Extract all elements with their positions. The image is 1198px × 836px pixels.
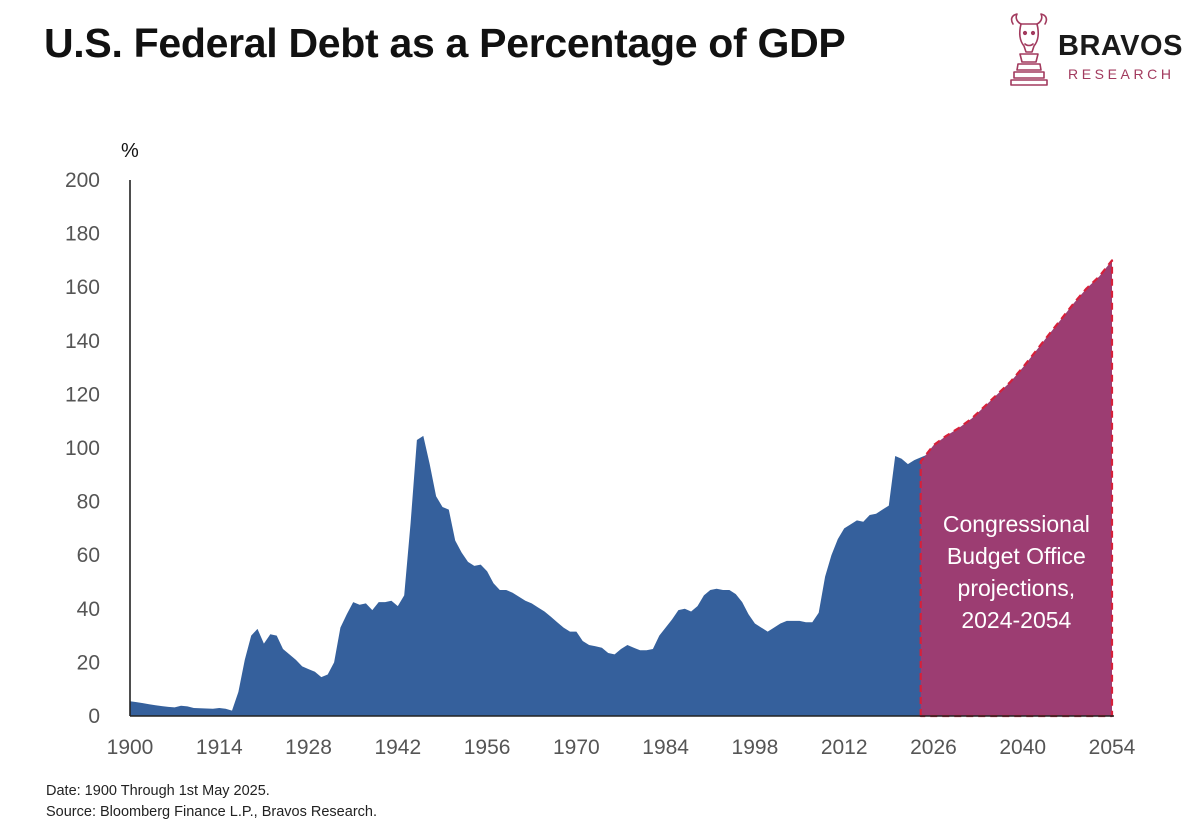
brand-subtitle: RESEARCH	[1068, 66, 1175, 82]
historical-debt-area	[130, 435, 928, 716]
y-tick-label: 20	[77, 651, 100, 674]
cbo-projection-annotation: Congressional Budget Office projections, 20…	[943, 511, 1090, 633]
page-title: U.S. Federal Debt as a Percentage of GDP	[44, 20, 846, 66]
y-tick-label: 60	[77, 544, 100, 567]
cbo-projection-area	[920, 260, 1112, 716]
x-tick-label: 1970	[553, 736, 600, 759]
x-tick-label: 1942	[374, 736, 421, 759]
footnote-source: Source: Bloomberg Finance L.P., Bravos R…	[46, 804, 377, 820]
y-tick-label: 100	[65, 437, 100, 460]
y-tick-label: 80	[77, 491, 100, 514]
y-tick-label: 180	[65, 223, 100, 246]
x-tick-label: 1956	[464, 736, 511, 759]
y-tick-label: 40	[77, 598, 100, 621]
x-tick-label: 1900	[107, 736, 154, 759]
x-tick-label: 2026	[910, 736, 957, 759]
x-tick-label: 1928	[285, 736, 332, 759]
x-tick-label: 2040	[999, 736, 1046, 759]
y-tick-label: 160	[65, 276, 100, 299]
brand-logo: BRAVOS RESEARCH	[1006, 12, 1190, 92]
x-tick-label: 2054	[1089, 736, 1136, 759]
y-axis-unit-label: %	[121, 140, 139, 162]
cbo-projection-outline	[919, 259, 1114, 718]
footnote-date: Date: 1900 Through 1st May 2025.	[46, 783, 270, 799]
x-tick-label: 1998	[732, 736, 779, 759]
y-tick-label: 140	[65, 330, 100, 353]
y-tick-label: 0	[88, 705, 100, 728]
x-tick-label: 1914	[196, 736, 243, 759]
x-tick-label: 2012	[821, 736, 868, 759]
x-tick-label: 1984	[642, 736, 689, 759]
bull-chess-knight-icon	[1010, 13, 1048, 86]
brand-name: BRAVOS	[1058, 30, 1183, 62]
y-tick-label: 120	[65, 383, 100, 406]
y-tick-label: 200	[65, 169, 100, 192]
